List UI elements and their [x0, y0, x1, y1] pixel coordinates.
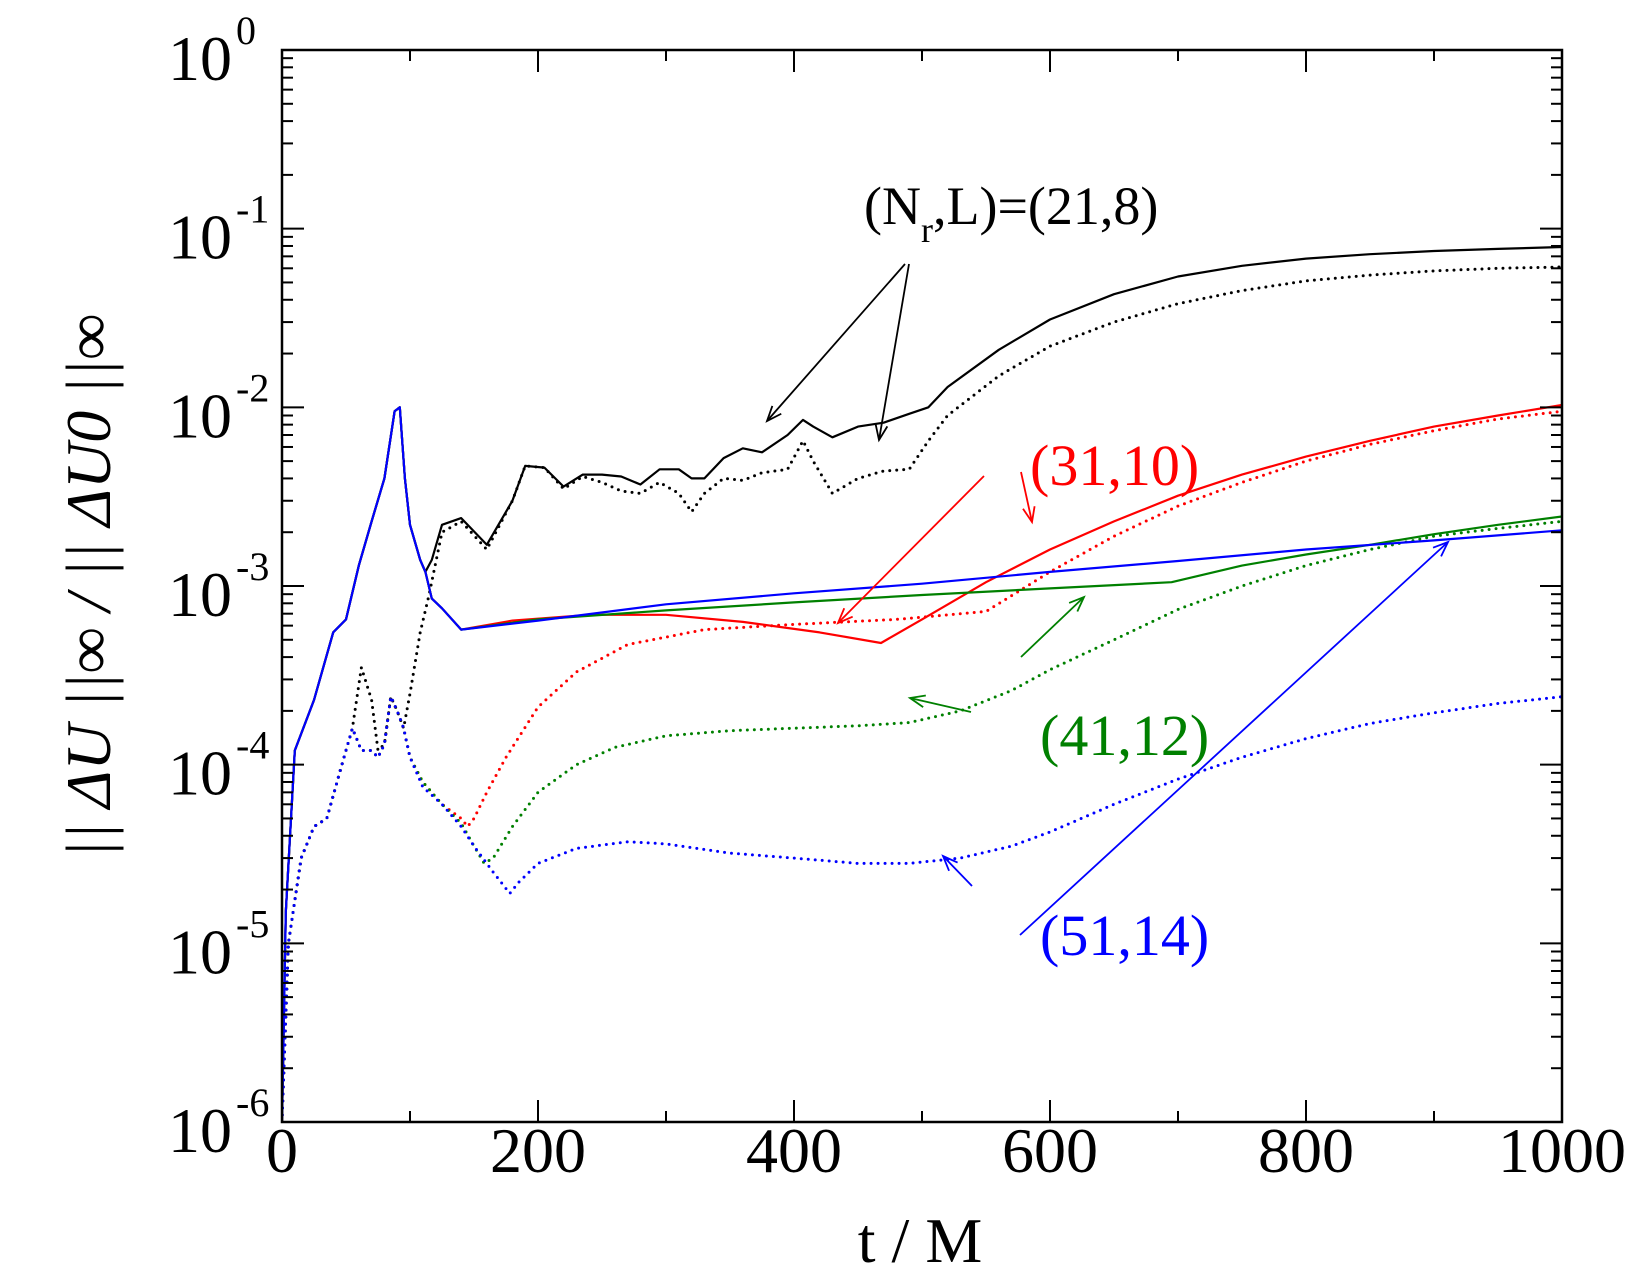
- y-tick-exponent: -2: [236, 365, 269, 410]
- x-axis-label: t / M: [858, 1205, 982, 1275]
- annotation-arrowhead: [907, 694, 926, 708]
- series-layer: [282, 245, 1562, 1122]
- series-annotation-label: (41,12): [1040, 703, 1209, 768]
- annotations-layer: (Nr,L)=(21,8) (31,10) (41,12) (51,14): [765, 176, 1450, 968]
- y-tick-label: 10: [168, 916, 232, 987]
- series-line-5: [282, 519, 1562, 1122]
- y-tick-label: 10: [168, 1095, 232, 1166]
- series-annotation-label: (51,14): [1040, 903, 1209, 968]
- y-tick-label: 10: [168, 559, 232, 630]
- annotation-arrowhead: [1432, 540, 1450, 557]
- annotation-arrowhead: [874, 424, 889, 443]
- annotation-arrow: [909, 697, 972, 713]
- series-line-2: [282, 403, 1562, 1122]
- series-annotation-label: (Nr,L)=(21,8): [864, 176, 1158, 250]
- annotation-arrow: [942, 855, 973, 887]
- annotation-arrow: [837, 475, 985, 624]
- annotation-arrowhead: [941, 854, 958, 872]
- annotation-arrowhead: [1022, 506, 1036, 525]
- y-tick-exponent: -5: [236, 901, 269, 946]
- series-annotation-label: (31,10): [1030, 433, 1199, 498]
- y-tick-exponent: 0: [236, 8, 256, 53]
- y-tick-exponent: -6: [236, 1080, 269, 1125]
- annotation-arrow: [766, 263, 906, 422]
- series-line-4: [282, 406, 1562, 1122]
- x-tick-label: 400: [746, 1115, 842, 1186]
- x-tick-label: 1000: [1498, 1115, 1626, 1186]
- y-tick-label: 10: [168, 202, 232, 273]
- annotation-arrowhead: [1068, 595, 1086, 612]
- annotation-arrowhead: [836, 607, 854, 625]
- series-line-7: [282, 695, 1562, 1122]
- x-tick-label: 600: [1002, 1115, 1098, 1186]
- x-tick-label: 200: [490, 1115, 586, 1186]
- plot-frame: [280, 48, 1564, 1124]
- series-line-3: [282, 409, 1562, 1122]
- y-tick-exponent: -4: [236, 723, 269, 768]
- annotation-arrow: [1020, 596, 1085, 658]
- series-line-0: [282, 245, 1562, 1122]
- x-tick-label: 0: [266, 1115, 298, 1186]
- y-tick-exponent: -3: [236, 544, 269, 589]
- series-line-1: [282, 265, 1562, 1122]
- y-axis-label: || ΔU ||∞ / || ΔU0 ||∞: [53, 314, 124, 858]
- annotation-arrowhead: [765, 405, 782, 423]
- annotation-arrow: [878, 263, 910, 441]
- series-line-6: [282, 406, 1562, 1122]
- y-tick-label: 10: [168, 738, 232, 809]
- x-tick-label: 800: [1258, 1115, 1354, 1186]
- y-tick-exponent: -1: [236, 187, 269, 232]
- annotation-arrow: [1020, 471, 1033, 523]
- y-tick-label: 10: [168, 23, 232, 94]
- annotation-arrow: [1019, 541, 1449, 936]
- y-tick-label: 10: [168, 380, 232, 451]
